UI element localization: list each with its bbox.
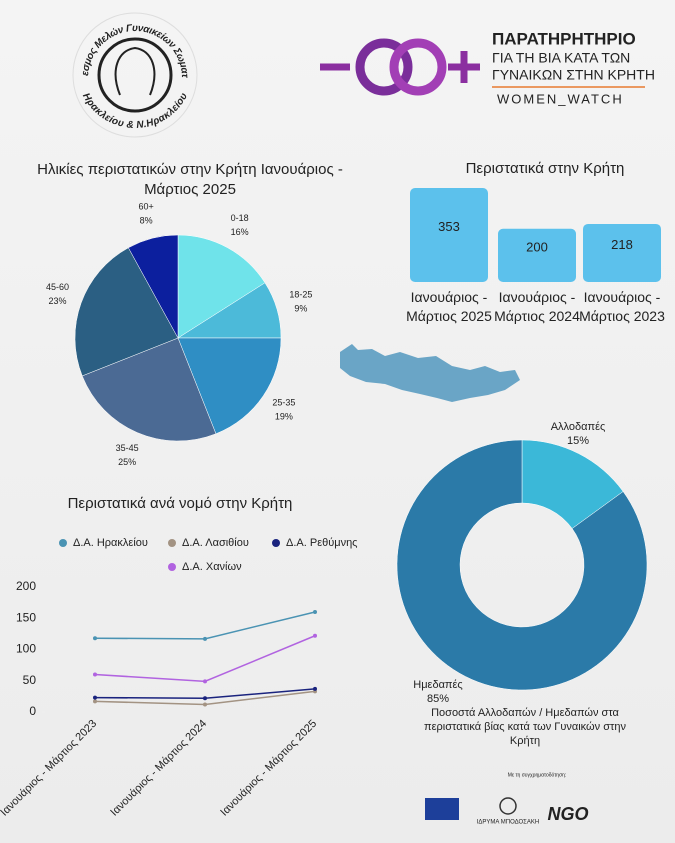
- point: [93, 695, 97, 700]
- bar: [498, 228, 576, 282]
- footer-logo: NGO: [547, 804, 588, 824]
- logo-text-top: Σύνδεσμος Μελών Γυναικείων Σωματείων: [0, 0, 190, 79]
- point: [93, 636, 97, 641]
- x-tick-label: Ιανουάριος - Μάρτιος 2024: [494, 289, 580, 324]
- slice: [177, 234, 266, 339]
- legend-marker: [168, 563, 176, 571]
- slice-label: 60+: [139, 201, 154, 211]
- legend-marker: [168, 539, 176, 547]
- slice: [74, 247, 179, 377]
- chart-title: Περιστατικά στην Κρήτη: [465, 160, 625, 177]
- slice-label: 25-35: [272, 397, 295, 407]
- point: [203, 702, 207, 707]
- x-tick-label: Ιανουάριος - Μάρτιος 2025: [406, 289, 492, 324]
- legend-marker: [59, 539, 67, 547]
- logo-title: ΠΑΡΑΤΗΡΗΤΗΡΙΟ: [492, 29, 636, 48]
- point: [203, 696, 207, 701]
- x-tick-label: Ιανουάριος - Μάρτιος 2025: [218, 718, 319, 819]
- legend-marker: [272, 539, 280, 547]
- slice-value: 8%: [140, 215, 153, 225]
- point: [93, 672, 97, 677]
- slice-value: 15%: [567, 435, 589, 447]
- slice-label: Αλλοδαπές: [551, 421, 606, 433]
- point: [313, 610, 317, 614]
- x-tick-label: Ιανουάριος - Μάρτιος 2024: [108, 718, 209, 819]
- slice: [177, 337, 282, 435]
- y-tick-label: 200: [16, 579, 36, 593]
- bar-value: 218: [611, 237, 633, 252]
- logo-text: Σύνδεσμος Μελών Γυναικείων Σωματείων: [0, 0, 190, 79]
- slice-label: 0-18: [231, 213, 249, 223]
- y-tick-label: 150: [16, 610, 36, 624]
- slice-label: 18-25: [289, 290, 312, 300]
- slice-label: Ημεδαπές: [413, 679, 462, 691]
- slice-value: 23%: [49, 296, 67, 306]
- logo-line: ΓΙΑ ΤΗ ΒΙΑ ΚΑΤΑ ΤΩΝ: [492, 50, 630, 66]
- point: [203, 679, 207, 684]
- chart-caption: Ποσοστά Αλλοδαπών / Ημεδαπών στα περιστα…: [424, 707, 626, 747]
- slice: [81, 337, 217, 442]
- legend-label: Δ.Α. Ηρακλείου: [73, 537, 148, 549]
- chart-title: Ηλικίες περιστατικών στην Κρήτη Ιανουάρι…: [37, 161, 343, 198]
- legend-label: Δ.Α. Λασιθίου: [182, 537, 249, 549]
- y-tick-label: 0: [29, 704, 36, 718]
- slice: [128, 234, 179, 339]
- left-logo: Σύνδεσμος Μελών Γυναικείων Σωματείων Ηρα…: [0, 0, 198, 138]
- legend-label: Δ.Α. Ρεθύμνης: [286, 537, 357, 549]
- logo-line: ΓΥΝΑΙΚΩΝ ΣΤΗΝ ΚΡΗΤΗ: [492, 67, 655, 83]
- slice-value: 25%: [118, 457, 136, 467]
- slice-label: 45-60: [46, 282, 69, 292]
- right-logo: ΠΑΡΑΤΗΡΗΤΗΡΙΟ ΓΙΑ ΤΗ ΒΙΑ ΚΑΤΑ ΤΩΝ ΓΥΝΑΙΚ…: [320, 29, 655, 106]
- slice-value: 9%: [294, 304, 307, 314]
- footer: Με τη συγχρηματοδότηση: ΙΔΡΥΜΑ ΜΠΟΔΟΣΑΚΗ…: [425, 771, 589, 826]
- bar-value: 200: [526, 239, 548, 254]
- crete-map: [340, 344, 520, 402]
- slice-value: 16%: [231, 227, 249, 237]
- y-tick-label: 100: [16, 642, 36, 656]
- slice-value: 85%: [427, 693, 449, 705]
- footer-logo: ΙΔΡΥΜΑ ΜΠΟΔΟΣΑΚΗ: [477, 820, 539, 826]
- point: [93, 699, 97, 704]
- legend-label: Δ.Α. Χανίων: [182, 561, 242, 573]
- line: [94, 635, 316, 683]
- footer-caption: Με τη συγχρηματοδότηση:: [508, 771, 566, 778]
- slice-value: 19%: [275, 411, 293, 421]
- x-tick-label: Ιανουάριος - Μάρτιος 2023: [579, 289, 665, 324]
- point: [203, 636, 207, 641]
- logo-name: WOMEN_WATCH: [497, 91, 624, 106]
- bar-value: 353: [438, 219, 460, 234]
- y-tick-label: 50: [23, 673, 37, 687]
- bar: [583, 223, 661, 282]
- bar: [410, 188, 488, 282]
- point: [313, 633, 317, 638]
- x-tick-label: Ιανουάριος - Μάρτιος 2023: [0, 718, 99, 819]
- chart-title: Περιστατικά ανά νομό στην Κρήτη: [67, 495, 293, 512]
- point: [313, 686, 317, 691]
- line: [94, 611, 316, 640]
- slice: [396, 439, 648, 691]
- slice-label: 35-45: [116, 443, 139, 453]
